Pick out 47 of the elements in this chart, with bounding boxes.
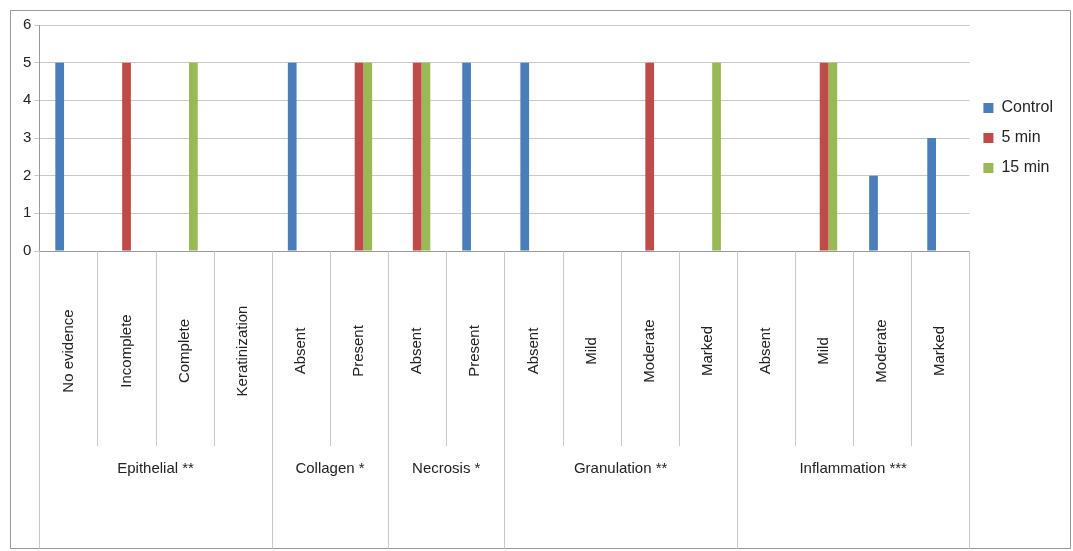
bar [869, 175, 878, 251]
text: Granulation ** [573, 459, 668, 477]
bar [819, 62, 829, 251]
bar [363, 62, 373, 251]
text: Collagen * [295, 459, 365, 477]
bar [462, 62, 471, 251]
x-tick-label: No evidence [58, 309, 76, 393]
bar [287, 62, 297, 251]
bar [645, 62, 655, 251]
bar [354, 62, 364, 251]
bar [122, 62, 131, 251]
x-tick-label: Mild [814, 337, 832, 365]
x-tick-label: Complete [174, 318, 192, 384]
x-tick-label: Absent [291, 326, 309, 375]
y-tick-label: 2 [23, 165, 32, 183]
legend-label: Control [1001, 98, 1053, 116]
bar [828, 62, 838, 251]
y-tick-label: 5 [23, 52, 32, 70]
x-tick-label: Mild [581, 337, 599, 365]
x-tick-label: Present [465, 324, 483, 377]
bar [520, 62, 530, 251]
bar [712, 62, 721, 251]
y-tick-label: 0 [23, 241, 32, 259]
text: Inflammation *** [799, 459, 908, 477]
y-tick-label: 3 [23, 128, 32, 146]
bar [412, 62, 422, 251]
bar [55, 62, 65, 251]
x-tick-label: Moderate [639, 319, 657, 383]
x-tick-label: Keratinization [232, 305, 250, 397]
x-tick-label: Moderate [872, 319, 890, 383]
y-tick-label: 6 [23, 15, 32, 33]
bar [189, 62, 198, 251]
x-tick-label: Absent [756, 326, 774, 375]
text: Necrosis * [412, 459, 481, 477]
y-tick-label: 1 [23, 203, 32, 221]
x-tick-label: Incomplete [116, 314, 134, 388]
x-tick-label: Present [349, 324, 367, 377]
x-tick-label: Absent [523, 326, 541, 375]
legend-label: 15 min [1001, 158, 1050, 176]
x-tick-label: Marked [930, 325, 948, 377]
bar [421, 62, 431, 251]
y-tick-label: 4 [23, 90, 32, 108]
text: Epithelial ** [117, 459, 195, 477]
legend-label: 5 min [1001, 128, 1041, 146]
x-tick-label: Absent [407, 326, 425, 375]
x-tick-label: Marked [697, 325, 715, 377]
bar [927, 138, 936, 251]
